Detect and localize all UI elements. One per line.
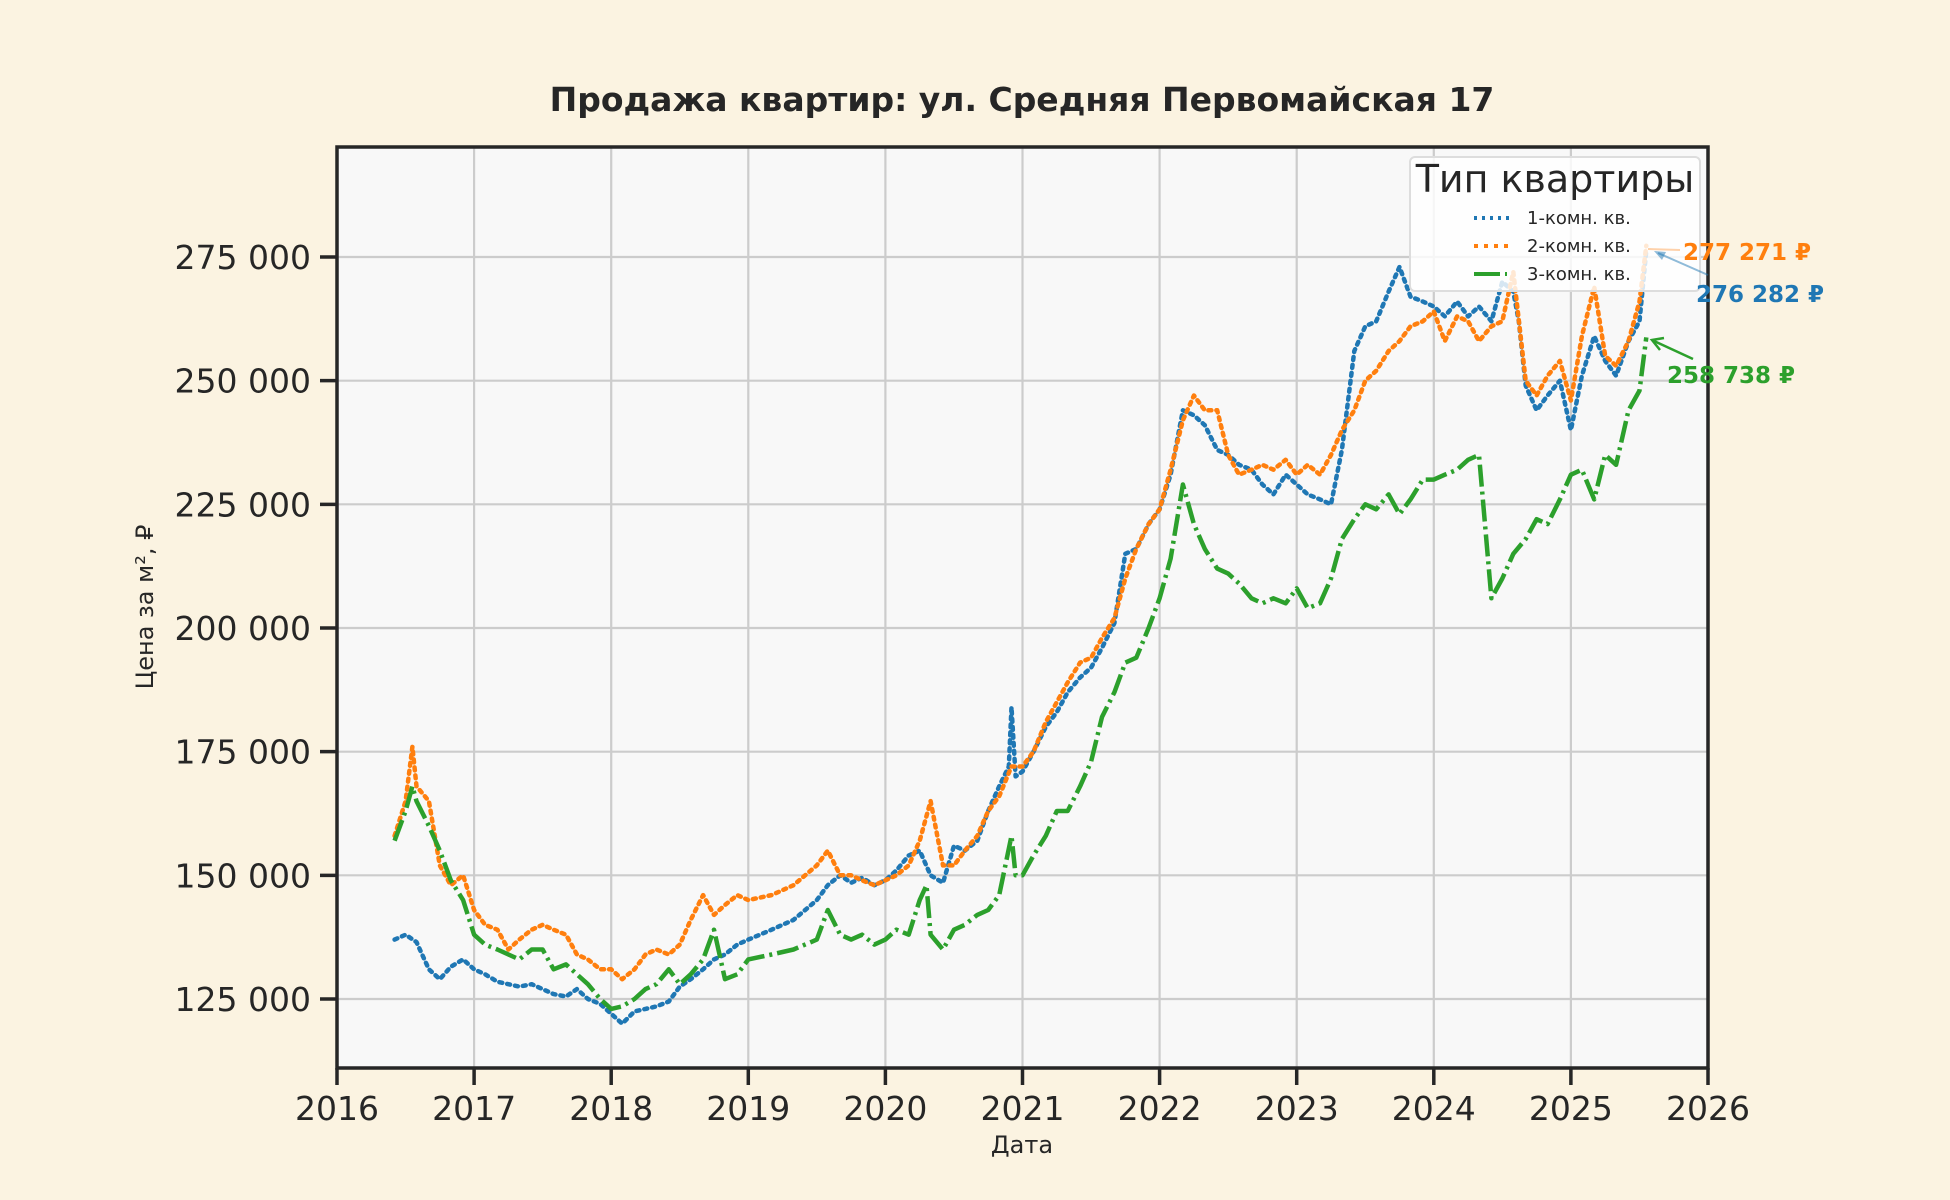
legend-label-3room: 3-комн. кв. (1527, 264, 1631, 285)
y-tick-label: 225 000 (175, 485, 311, 524)
x-tick-label: 2020 (843, 1089, 927, 1128)
x-tick-label: 2018 (569, 1089, 653, 1128)
arrowhead-1room (1654, 251, 1666, 260)
series-line-2room (392, 243, 1649, 982)
series-line-1room (392, 248, 1649, 1026)
x-tick-label: 2021 (981, 1089, 1065, 1128)
y-axis-label: Цена за м², ₽ (131, 525, 159, 690)
x-axis-label: Дата (991, 1131, 1053, 1159)
chart-title: Продажа квартир: ул. Средняя Первомайска… (550, 80, 1495, 119)
annotation-1room: 276 282 ₽ (1696, 282, 1824, 308)
x-axis: 2016 2017 2018 2019 2020 2021 2022 2023 2024 2025… (295, 1068, 1750, 1128)
series-line-3room (392, 337, 1649, 1012)
annotation-arrow-3room (1653, 339, 1694, 361)
y-axis: 125 000 150 000 175 000 200 000 225 000 250 0… (175, 238, 337, 1019)
annotation-2room: 277 271 ₽ (1683, 240, 1811, 266)
legend: Тип квартиры 1-комн. кв. 2-комн. кв. 3-к… (1409, 156, 1701, 292)
y-tick-label: 200 000 (175, 609, 311, 648)
x-tick-label: 2016 (295, 1089, 379, 1128)
legend-box (1409, 156, 1701, 292)
annotations: 277 271 ₽ 276 282 ₽ 258 738 ₽ (1647, 240, 1824, 389)
annotation-3room: 258 738 ₽ (1667, 363, 1795, 389)
x-tick-label: 2024 (1392, 1089, 1476, 1128)
x-tick-label: 2023 (1255, 1089, 1339, 1128)
legend-label-1room: 1-комн. кв. (1527, 208, 1631, 229)
x-tick-label: 2017 (432, 1089, 516, 1128)
legend-label-2room: 2-комн. кв. (1527, 236, 1631, 257)
x-tick-label: 2025 (1529, 1089, 1613, 1128)
y-tick-label: 175 000 (175, 733, 311, 772)
y-tick-label: 150 000 (175, 856, 311, 895)
x-tick-label: 2022 (1118, 1089, 1202, 1128)
y-tick-label: 125 000 (175, 980, 311, 1019)
annotation-arrow-2room (1647, 248, 1681, 251)
y-tick-label: 275 000 (175, 238, 311, 277)
x-tick-label: 2019 (706, 1089, 790, 1128)
y-tick-label: 250 000 (175, 362, 311, 401)
legend-title: Тип квартиры (1415, 157, 1695, 201)
annotation-arrow-1room (1657, 252, 1709, 276)
series-layer (392, 243, 1649, 1026)
x-tick-label: 2026 (1666, 1089, 1750, 1128)
arrowhead-3room (1649, 336, 1665, 351)
